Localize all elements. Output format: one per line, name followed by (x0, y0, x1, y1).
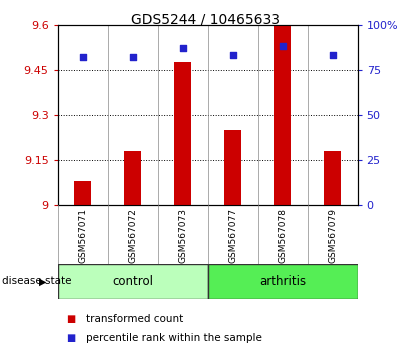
Bar (74, 181, 91, 205)
Text: GSM567071: GSM567071 (78, 208, 87, 263)
Point (129, 55, 136, 60)
Bar (58, 264, 208, 299)
Text: control: control (112, 275, 153, 288)
Text: GSM567077: GSM567077 (228, 208, 237, 263)
Bar (324, 151, 341, 205)
Text: GSM567078: GSM567078 (278, 208, 287, 263)
Point (279, 44, 286, 49)
Text: ▶: ▶ (39, 276, 47, 286)
Bar (124, 151, 141, 205)
Text: percentile rank within the sample: percentile rank within the sample (86, 333, 262, 343)
Bar (274, 25, 291, 205)
Bar (174, 62, 191, 205)
Text: disease state: disease state (2, 276, 72, 286)
Text: GSM567079: GSM567079 (328, 208, 337, 263)
Point (329, 53, 336, 58)
Point (79, 55, 86, 60)
Text: GDS5244 / 10465633: GDS5244 / 10465633 (131, 12, 280, 27)
Text: transformed count: transformed count (86, 314, 184, 324)
Text: GSM567073: GSM567073 (178, 208, 187, 263)
Bar (208, 264, 358, 299)
Point (229, 53, 236, 58)
Bar (224, 130, 241, 205)
Text: ■: ■ (66, 333, 75, 343)
Point (179, 45, 186, 51)
Text: arthritis: arthritis (259, 275, 306, 288)
Text: ■: ■ (66, 314, 75, 324)
Text: GSM567072: GSM567072 (128, 208, 137, 263)
